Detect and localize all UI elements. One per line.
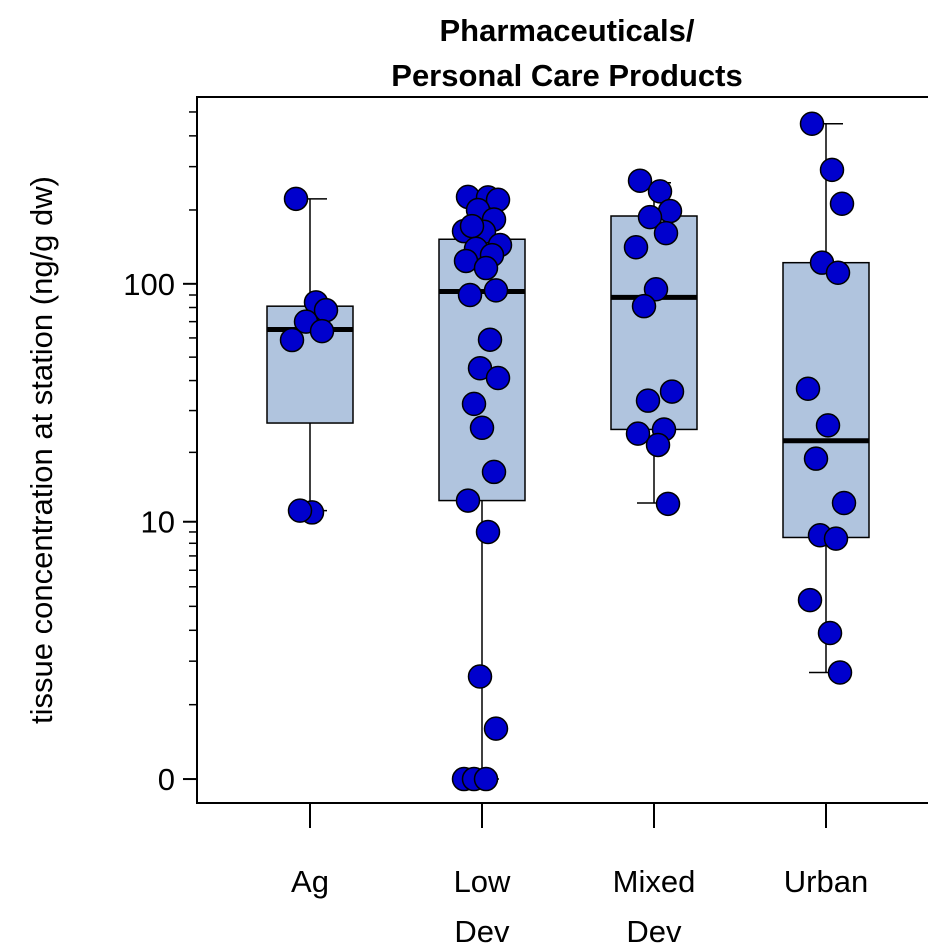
data-point [825, 260, 851, 285]
data-point [817, 620, 843, 646]
data-point [287, 498, 313, 523]
data-point [797, 587, 823, 613]
data-point [283, 186, 309, 212]
data-point [625, 421, 651, 446]
data-point [645, 432, 671, 458]
chart-title: Pharmaceuticals/Personal Care Products [391, 13, 742, 93]
data-point [309, 318, 335, 344]
data-point [279, 327, 305, 353]
data-point [485, 365, 511, 391]
data-point [627, 168, 653, 193]
data-point [815, 413, 841, 438]
data-point [829, 191, 855, 217]
data-point [659, 379, 685, 404]
y-axis-label: tissue concentration at station (ng/g dw… [24, 176, 59, 724]
data-point [457, 282, 483, 308]
data-point [623, 235, 649, 260]
x-tick-label: Urban [784, 864, 868, 899]
data-point [475, 519, 501, 545]
data-point [803, 446, 829, 471]
data-point [655, 491, 681, 517]
data-point [481, 459, 507, 485]
data-point [635, 388, 661, 413]
data-point [819, 157, 845, 183]
data-point [799, 111, 825, 136]
y-tick-label: 0 [158, 762, 175, 797]
y-tick-label: 100 [123, 267, 175, 302]
data-point [637, 204, 663, 230]
data-point [459, 213, 485, 239]
x-tick-label: Ag [291, 864, 329, 899]
data-point [631, 293, 657, 319]
x-tick-label: Mixed Dev [613, 864, 696, 945]
data-point [483, 278, 509, 303]
y-tick-label: 10 [141, 505, 175, 540]
data-point [795, 376, 821, 401]
data-point [831, 490, 857, 516]
plot-frame [196, 96, 928, 804]
data-point [477, 327, 503, 352]
data-point [827, 660, 853, 685]
data-point [461, 391, 487, 417]
data-point [473, 766, 499, 792]
data-point [643, 277, 669, 302]
data-point [469, 415, 495, 441]
data-point [647, 179, 673, 204]
data-point [467, 664, 493, 689]
data-point [823, 526, 849, 551]
box [782, 261, 870, 539]
data-point [483, 716, 509, 741]
data-point [473, 255, 499, 281]
data-point [455, 488, 481, 513]
data-point [313, 297, 339, 323]
x-tick-label: Low Dev [454, 864, 511, 945]
data-point [653, 220, 679, 246]
